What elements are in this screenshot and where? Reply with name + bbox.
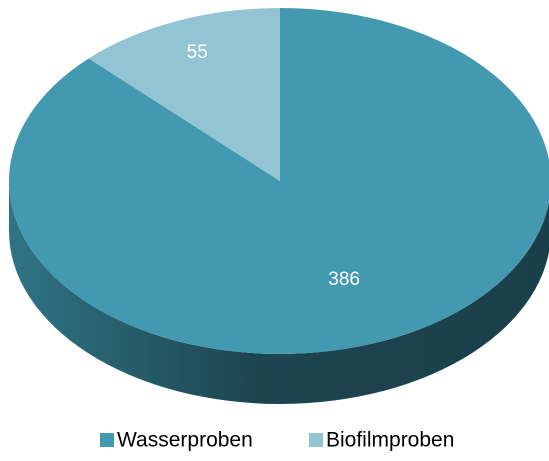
data-label: 55 <box>187 42 208 63</box>
legend-swatch <box>100 433 114 447</box>
pie-slice <box>88 8 281 181</box>
legend-label: Wasserproben <box>117 429 253 452</box>
legend-swatch <box>309 433 323 447</box>
pie-side <box>9 181 549 404</box>
data-label: 386 <box>328 269 360 290</box>
pie-slice <box>9 8 549 354</box>
legend-label: Biofilmproben <box>326 429 454 452</box>
